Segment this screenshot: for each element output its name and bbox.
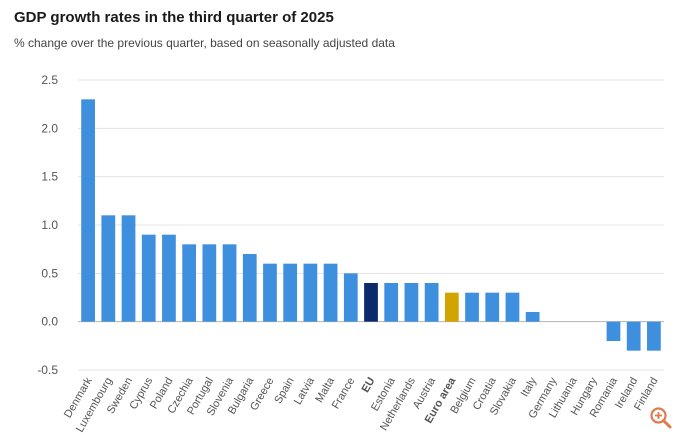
bar-greece [263,263,277,322]
y-tick-label: 1.0 [41,218,58,232]
y-tick-label: 1.5 [41,170,58,184]
bar-netherlands [404,283,419,322]
bar-slovenia [222,244,237,322]
bar-bulgaria [242,254,257,322]
y-tick-label: 0.5 [41,266,58,280]
bar-euro-area [444,292,459,322]
bar-cyprus [141,234,156,322]
x-tick-label: EU [360,375,378,394]
bar-austria [424,283,439,322]
bar-portugal [202,244,217,322]
y-tick-label: 2.5 [41,73,58,87]
bar-denmark [81,99,95,322]
chart-title: GDP growth rates in the third quarter of… [14,9,334,26]
bar-italy [525,312,540,322]
bar-france [343,273,358,322]
bar-croatia [485,292,500,322]
bar-poland [162,234,176,322]
bar-romania [606,321,621,341]
bar-luxembourg [101,215,116,322]
bar-finland [647,321,661,351]
bar-slovakia [505,292,520,322]
bar-czechia [182,244,197,322]
x-tick-label: Latvia [292,375,318,407]
x-tick-label: Italy [519,375,540,399]
y-tick-label: -0.5 [37,363,58,377]
bar-eu [364,283,378,322]
chart-subtitle: % change over the previous quarter, base… [14,36,395,50]
bar-latvia [303,263,318,322]
bar-malta [323,263,338,322]
bar-belgium [465,292,479,322]
bar-spain [283,263,298,322]
y-tick-label: 2.0 [41,121,58,135]
zoom-in-icon[interactable] [648,405,674,431]
bar-sweden [121,215,136,322]
bar-ireland [626,321,641,351]
y-tick-label: 0.0 [41,315,58,329]
bar-estonia [384,283,399,322]
